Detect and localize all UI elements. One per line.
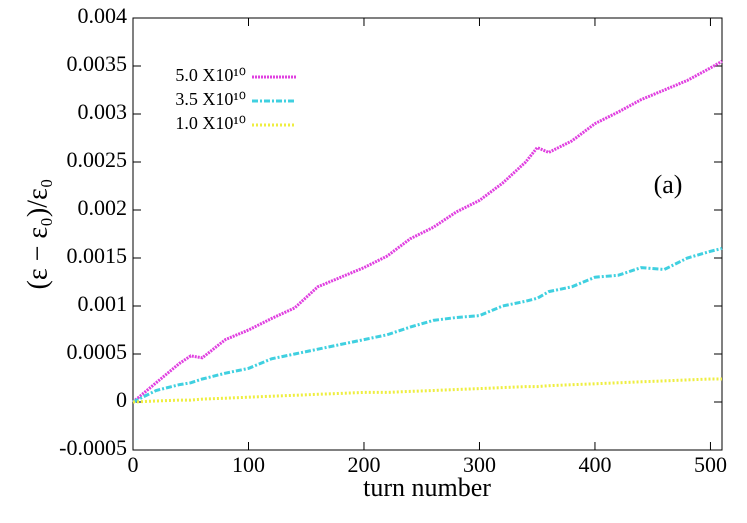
x-tick-label: 100	[232, 452, 265, 477]
data-line	[132, 246, 723, 404]
y-tick-label: 0.003	[78, 99, 128, 124]
data-line	[132, 59, 723, 404]
y-tick-label: 0.0005	[67, 339, 128, 364]
y-tick-label: 0.001	[78, 291, 128, 316]
legend-label: 5.0 X10¹⁰	[175, 65, 246, 85]
y-tick-label: 0.0015	[67, 243, 128, 268]
plot-frame	[132, 17, 723, 451]
legend-label: 3.5 X10¹⁰	[175, 89, 246, 109]
x-tick-label: 200	[347, 452, 380, 477]
annotation: (a)	[654, 170, 683, 199]
x-tick-label: 400	[578, 452, 611, 477]
y-axis-label: (ε − ε₀)/ε₀	[22, 178, 53, 289]
y-tick-label: 0.0035	[67, 51, 128, 76]
x-tick-label: 300	[463, 452, 496, 477]
legend-label: 1.0 X10¹⁰	[175, 113, 246, 133]
x-tick-label: 500	[694, 452, 727, 477]
x-tick-label: 0	[128, 452, 139, 477]
y-tick-label: 0.002	[78, 195, 128, 220]
x-axis-label: turn number	[363, 473, 491, 502]
data-line	[132, 377, 722, 404]
y-tick-label: 0.004	[78, 3, 128, 28]
y-tick-label: -0.0005	[59, 435, 127, 460]
y-tick-label: 0	[116, 387, 127, 412]
y-tick-label: 0.0025	[67, 147, 128, 172]
